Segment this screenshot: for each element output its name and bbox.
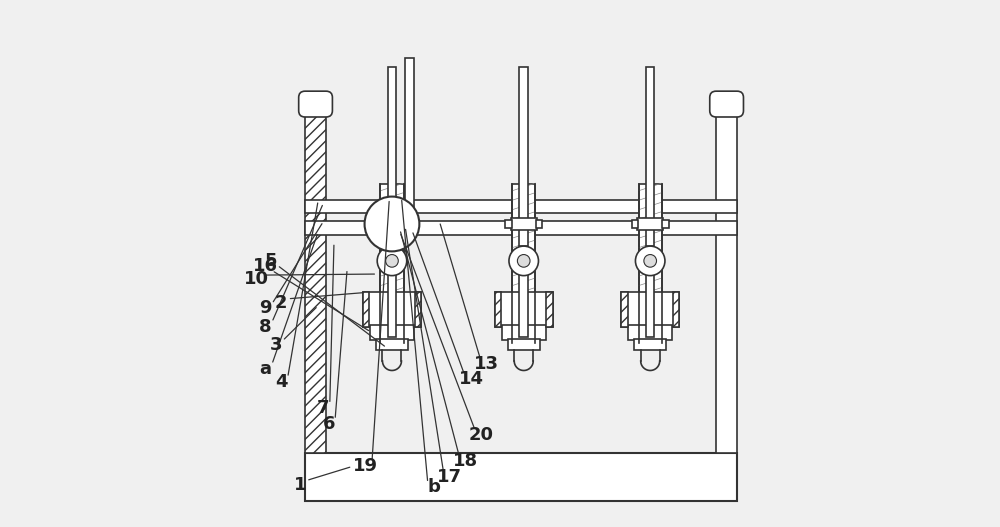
Circle shape xyxy=(517,255,530,267)
Bar xyxy=(646,67,654,246)
Bar xyxy=(508,339,540,350)
Bar xyxy=(379,218,405,230)
Bar xyxy=(637,218,663,230)
Text: 5: 5 xyxy=(265,252,277,270)
Circle shape xyxy=(644,255,657,267)
Bar xyxy=(495,292,501,327)
Bar xyxy=(716,100,737,453)
Bar xyxy=(512,184,535,343)
Bar xyxy=(511,218,537,230)
Bar xyxy=(305,100,326,453)
Bar xyxy=(628,325,672,340)
Bar xyxy=(673,292,679,327)
Circle shape xyxy=(377,246,407,276)
Text: 3: 3 xyxy=(270,336,282,354)
Text: 13: 13 xyxy=(474,355,499,373)
Bar xyxy=(415,292,421,327)
Text: 14: 14 xyxy=(459,370,484,388)
Bar xyxy=(363,292,369,327)
Text: 4: 4 xyxy=(275,373,288,391)
Circle shape xyxy=(365,197,419,251)
Bar xyxy=(546,292,553,327)
Circle shape xyxy=(386,255,398,267)
Text: 10: 10 xyxy=(244,270,269,288)
Text: 18: 18 xyxy=(453,452,478,470)
Bar xyxy=(305,221,737,235)
Text: 1: 1 xyxy=(293,476,306,494)
Circle shape xyxy=(635,246,665,276)
Bar xyxy=(374,220,380,228)
Text: 8: 8 xyxy=(259,318,272,336)
Bar xyxy=(404,220,410,228)
Bar xyxy=(370,325,414,340)
Bar xyxy=(376,339,408,350)
Bar xyxy=(388,67,396,246)
Bar xyxy=(639,184,662,343)
Text: 19: 19 xyxy=(353,457,378,475)
Bar xyxy=(646,269,654,337)
Bar xyxy=(388,269,396,337)
Text: a: a xyxy=(259,360,271,378)
Bar xyxy=(363,292,421,327)
Bar xyxy=(519,269,528,337)
Text: 7: 7 xyxy=(317,399,330,417)
Text: 17: 17 xyxy=(437,468,462,486)
Bar xyxy=(495,292,553,327)
Bar xyxy=(505,220,512,228)
Bar xyxy=(536,220,542,228)
Text: b: b xyxy=(428,479,441,496)
Bar xyxy=(634,339,666,350)
Bar xyxy=(305,453,737,501)
Bar xyxy=(405,58,414,237)
Bar xyxy=(662,220,669,228)
Text: 20: 20 xyxy=(469,426,494,444)
Text: 9: 9 xyxy=(259,299,272,317)
Text: 16: 16 xyxy=(253,257,278,275)
Circle shape xyxy=(509,246,538,276)
Bar xyxy=(519,67,528,246)
Bar xyxy=(621,292,628,327)
Bar xyxy=(380,184,404,343)
Bar xyxy=(632,220,638,228)
Bar xyxy=(305,200,737,213)
Text: 6: 6 xyxy=(322,415,335,433)
FancyBboxPatch shape xyxy=(299,91,332,117)
FancyBboxPatch shape xyxy=(710,91,743,117)
Text: 2: 2 xyxy=(275,294,288,312)
Bar xyxy=(621,292,679,327)
Bar xyxy=(502,325,546,340)
